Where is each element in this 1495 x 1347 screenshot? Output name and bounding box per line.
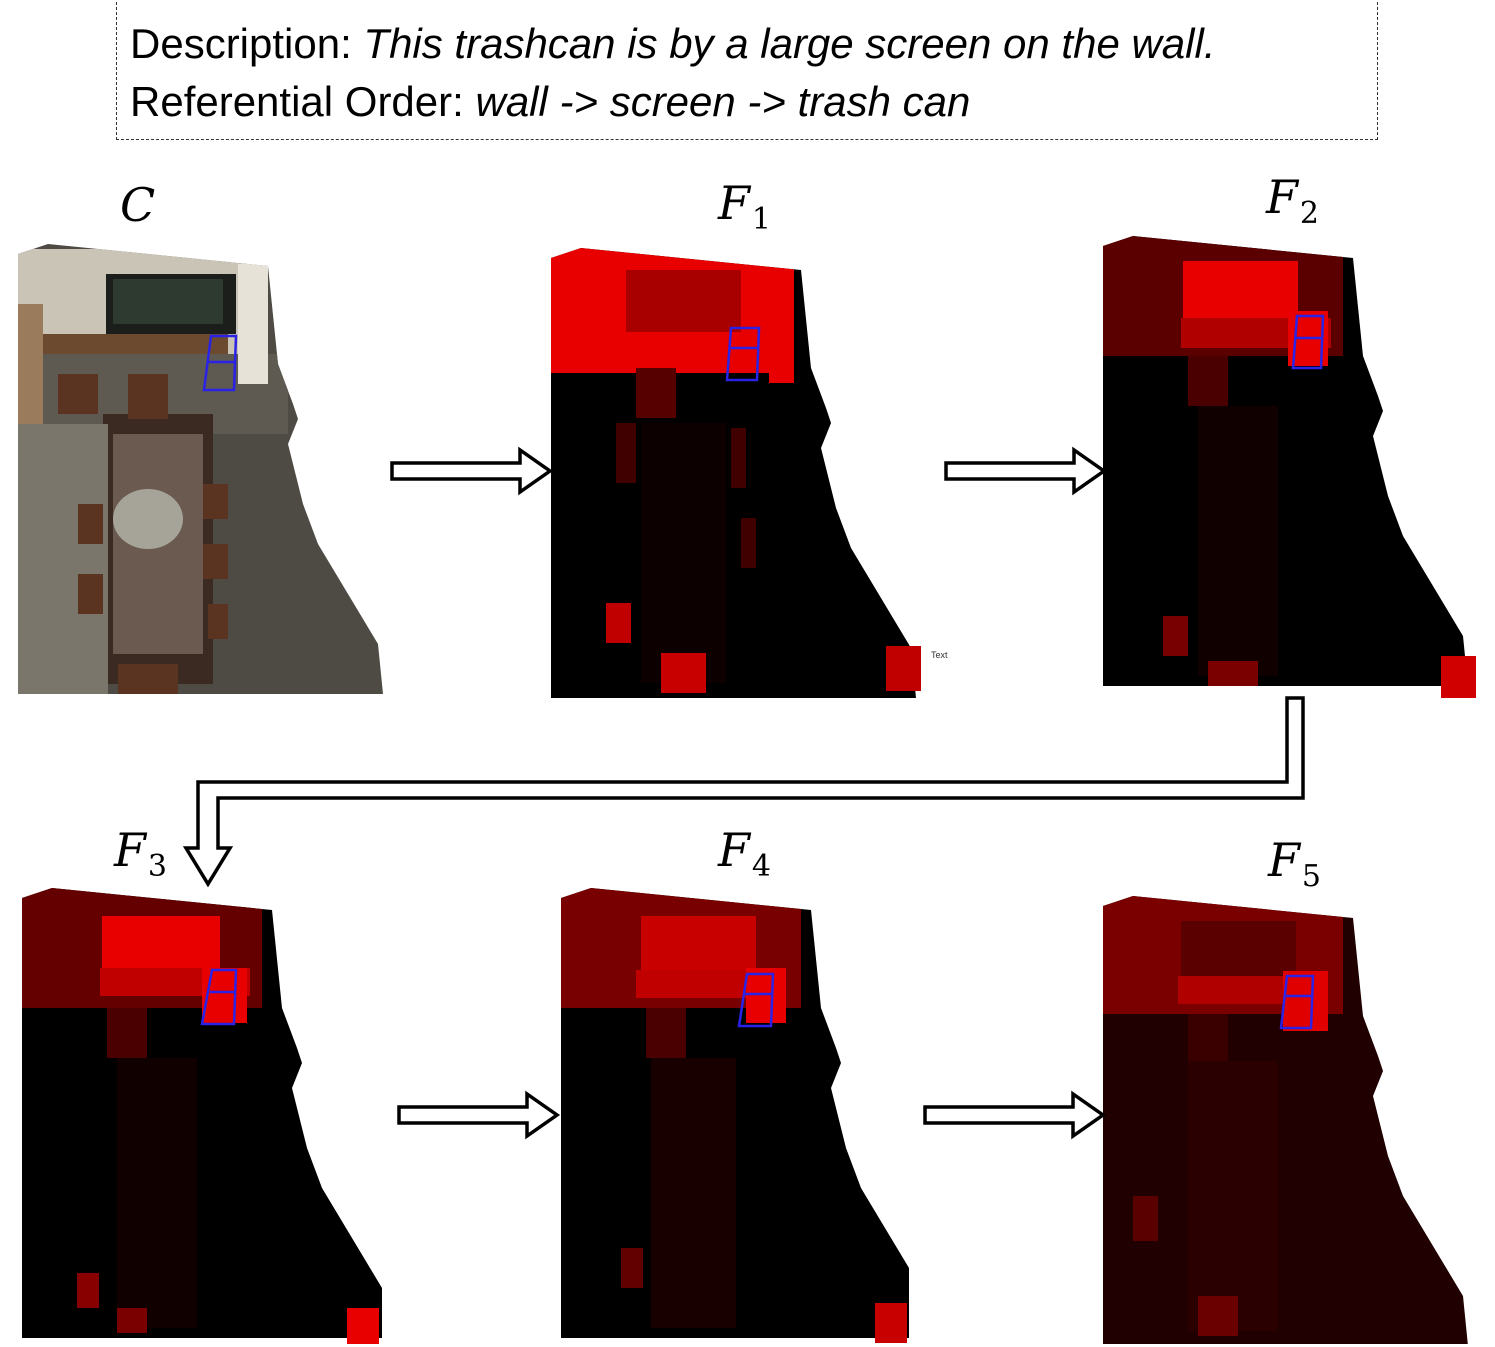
arrow-f1-to-f2	[944, 446, 1108, 496]
description-prefix: Description:	[130, 20, 364, 67]
panel-f1-feature-map	[551, 248, 921, 698]
label-f3: F3	[114, 823, 168, 884]
panel-f2-feature-map	[1103, 236, 1476, 698]
label-f1: F1	[718, 176, 772, 237]
panel-f5-feature-map	[1103, 896, 1468, 1344]
arrow-f3-to-f4	[397, 1090, 561, 1140]
panel-f3-feature-map	[22, 888, 382, 1344]
panel-f4-feature-map	[561, 888, 909, 1343]
label-f4: F4	[718, 823, 772, 884]
description-box	[116, 2, 1378, 140]
description-line: Description: This trashcan is by a large…	[130, 20, 1216, 68]
referential-order-prefix: Referential Order:	[130, 78, 476, 125]
referential-order-text: wall -> screen -> trash can	[475, 78, 971, 125]
arrow-f4-to-f5	[923, 1090, 1107, 1140]
description-text: This trashcan is by a large screen on th…	[363, 20, 1216, 67]
panel-c-scene-image	[18, 244, 383, 694]
arrow-f2-to-f3	[182, 696, 1305, 888]
referential-order-line: Referential Order: wall -> screen -> tra…	[130, 78, 970, 126]
label-f2: F2	[1266, 170, 1320, 231]
arrow-c-to-f1	[390, 446, 554, 496]
target-bbox	[202, 334, 238, 392]
stray-text: Text	[931, 650, 948, 660]
label-f5: F5	[1268, 833, 1322, 894]
label-c: C	[120, 178, 156, 232]
